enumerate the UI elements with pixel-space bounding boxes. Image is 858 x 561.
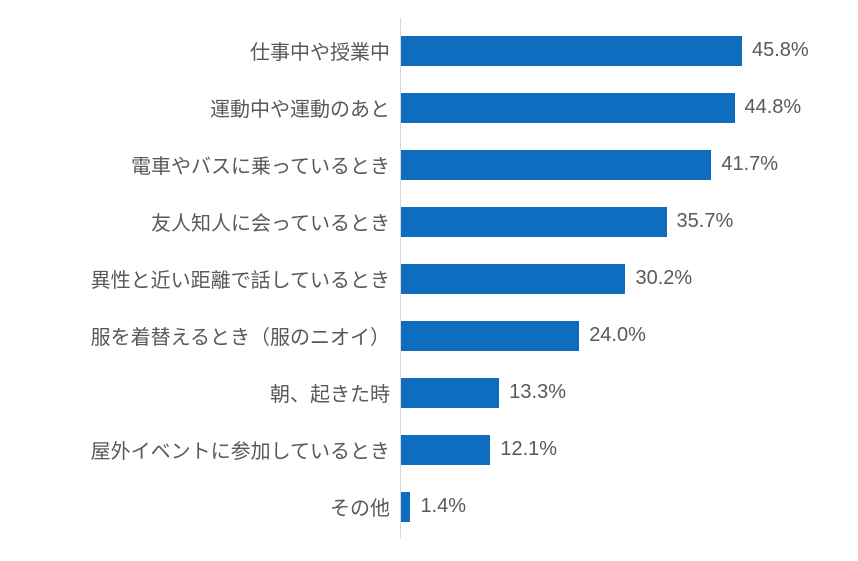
plot-cell: 30.2% bbox=[400, 250, 838, 307]
axis-line bbox=[400, 303, 401, 368]
bar-row: 朝、起きた時 13.3% bbox=[20, 364, 838, 421]
value-label: 24.0% bbox=[589, 324, 646, 347]
bar-row: 友人知人に会っているとき 35.7% bbox=[20, 193, 838, 250]
category-label: 異性と近い距離で話しているとき bbox=[20, 264, 400, 293]
plot-cell: 44.8% bbox=[400, 79, 838, 136]
category-label: 電車やバスに乗っているとき bbox=[20, 150, 400, 179]
bar-row: 服を着替えるとき（服のニオイ） 24.0% bbox=[20, 307, 838, 364]
bar bbox=[400, 321, 579, 351]
axis-line bbox=[400, 474, 401, 539]
category-label: 屋外イベントに参加しているとき bbox=[20, 435, 400, 464]
plot-cell: 24.0% bbox=[400, 307, 838, 364]
bar-row: 電車やバスに乗っているとき 41.7% bbox=[20, 136, 838, 193]
bar bbox=[400, 435, 490, 465]
bar bbox=[400, 93, 735, 123]
axis-line bbox=[400, 75, 401, 140]
category-label: 朝、起きた時 bbox=[20, 378, 400, 407]
bar-row: その他 1.4% bbox=[20, 478, 838, 535]
plot-cell: 45.8% bbox=[400, 22, 838, 79]
bar bbox=[400, 207, 667, 237]
bar-rows-container: 仕事中や授業中 45.8% 運動中や運動のあと 44.8% 電車やバスに乗っているとき 4… bbox=[20, 22, 838, 535]
value-label: 13.3% bbox=[509, 381, 566, 404]
bar-row: 仕事中や授業中 45.8% bbox=[20, 22, 838, 79]
category-label: その他 bbox=[20, 492, 400, 521]
bar bbox=[400, 378, 499, 408]
bar bbox=[400, 36, 742, 66]
axis-line bbox=[400, 417, 401, 482]
value-label: 41.7% bbox=[721, 153, 778, 176]
value-label: 44.8% bbox=[745, 96, 802, 119]
bar bbox=[400, 492, 410, 522]
bar-row: 運動中や運動のあと 44.8% bbox=[20, 79, 838, 136]
value-label: 35.7% bbox=[677, 210, 734, 233]
category-label: 服を着替えるとき（服のニオイ） bbox=[20, 321, 400, 350]
axis-line bbox=[400, 18, 401, 83]
horizontal-bar-chart: 仕事中や授業中 45.8% 運動中や運動のあと 44.8% 電車やバスに乗っているとき 4… bbox=[0, 0, 858, 561]
category-label: 仕事中や授業中 bbox=[20, 36, 400, 65]
category-label: 友人知人に会っているとき bbox=[20, 207, 400, 236]
value-label: 45.8% bbox=[752, 39, 809, 62]
axis-line bbox=[400, 132, 401, 197]
plot-cell: 12.1% bbox=[400, 421, 838, 478]
bar-row: 屋外イベントに参加しているとき 12.1% bbox=[20, 421, 838, 478]
bar bbox=[400, 264, 625, 294]
axis-line bbox=[400, 189, 401, 254]
plot-cell: 41.7% bbox=[400, 136, 838, 193]
bar bbox=[400, 150, 711, 180]
axis-line bbox=[400, 246, 401, 311]
plot-cell: 1.4% bbox=[400, 478, 838, 535]
category-label: 運動中や運動のあと bbox=[20, 93, 400, 122]
value-label: 1.4% bbox=[420, 495, 466, 518]
value-label: 12.1% bbox=[500, 438, 557, 461]
bar-row: 異性と近い距離で話しているとき 30.2% bbox=[20, 250, 838, 307]
plot-cell: 13.3% bbox=[400, 364, 838, 421]
axis-line bbox=[400, 360, 401, 425]
plot-cell: 35.7% bbox=[400, 193, 838, 250]
value-label: 30.2% bbox=[635, 267, 692, 290]
